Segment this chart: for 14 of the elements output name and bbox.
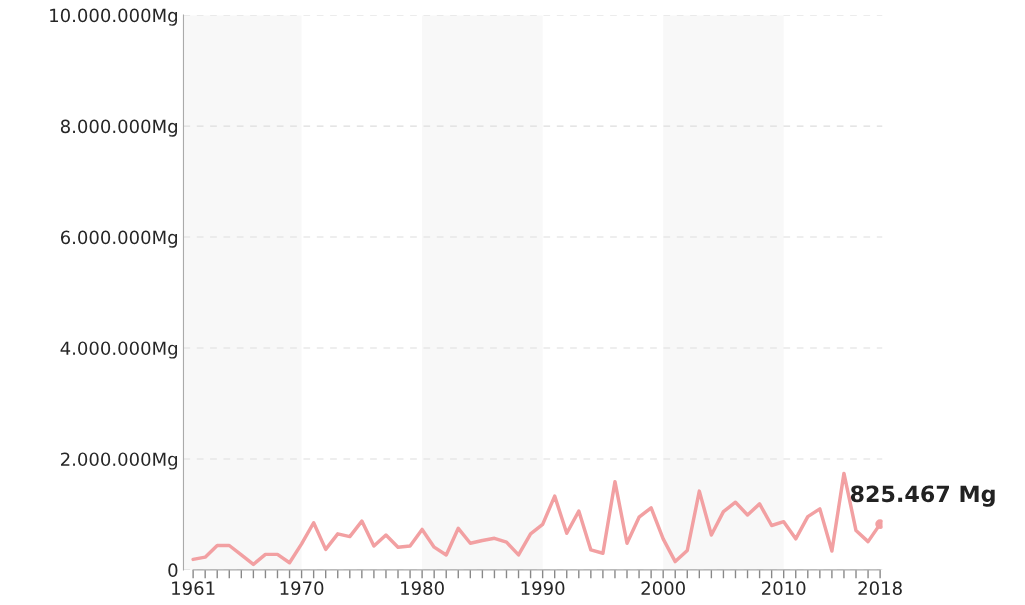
y-tick-label: 6.000.000Mg: [60, 230, 177, 248]
x-tick-label: 2010: [762, 581, 806, 595]
y-tick-label: 4.000.000Mg: [60, 341, 177, 359]
y-tick-label: 8.000.000Mg: [60, 119, 177, 137]
x-tick-label: 1990: [521, 581, 565, 595]
x-tick-label: 2018: [858, 581, 902, 595]
x-tick-label: 1980: [401, 581, 444, 595]
y-tick-label: 10.000.000Mg: [50, 8, 177, 26]
x-tick-label: 2000: [641, 581, 685, 595]
x-tick-label: 1961: [172, 581, 215, 595]
annotation: 825.467 Mg: [850, 485, 995, 507]
x-tick-label: 1970: [280, 581, 324, 595]
y-tick-label: 2.000.000Mg: [61, 452, 177, 470]
y-tick-label: 0: [168, 563, 178, 578]
